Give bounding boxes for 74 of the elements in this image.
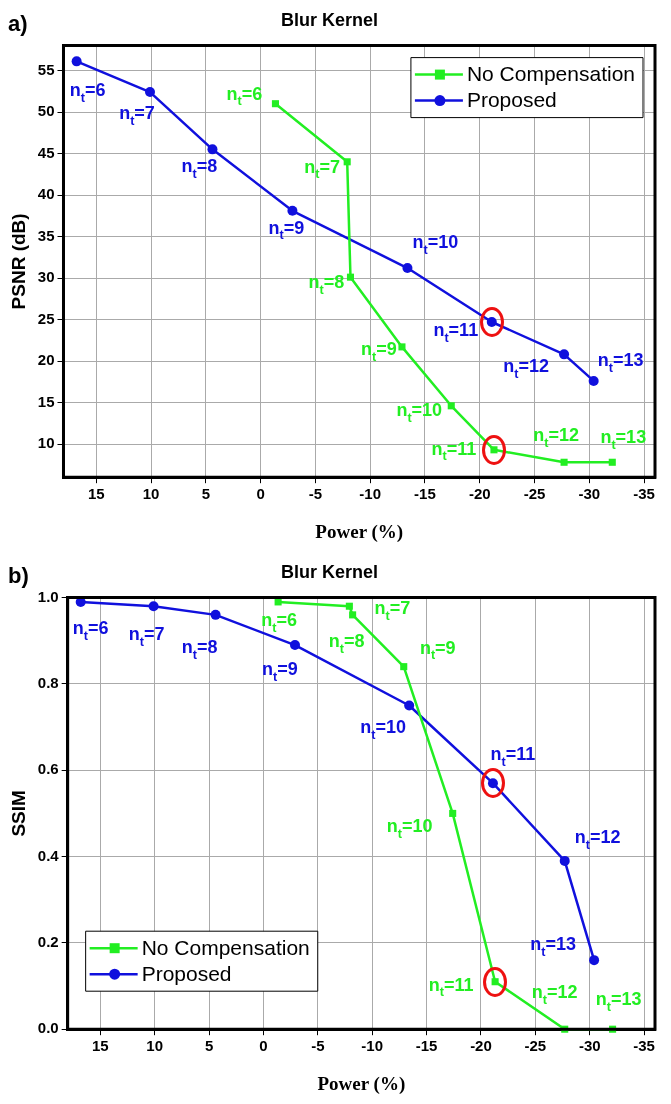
point — [560, 458, 568, 466]
y-tick-label: 0.6 — [37, 760, 59, 778]
legend-label: Proposed — [466, 88, 557, 112]
point — [289, 640, 300, 651]
point — [400, 663, 408, 671]
x-tick-label: -20 — [470, 1037, 492, 1055]
point — [343, 158, 351, 166]
x-tick-label: -10 — [359, 485, 382, 503]
point — [449, 809, 457, 817]
y-tick-label: 30 — [37, 268, 55, 286]
x-tick-label: 0 — [259, 1037, 268, 1055]
x-tick-label: -30 — [578, 485, 601, 503]
point — [349, 611, 357, 619]
x-tick-label: -20 — [468, 485, 491, 503]
x-tick-label: -10 — [361, 1037, 384, 1055]
point — [346, 273, 355, 281]
y-tick-label: 35 — [37, 226, 55, 244]
x-tick-label: -5 — [308, 485, 323, 503]
x-tick-label: 10 — [146, 1037, 164, 1055]
point — [588, 375, 599, 386]
chart-title: Blur Kernel — [280, 9, 379, 30]
y-tick-label: 55 — [37, 60, 55, 78]
point — [559, 349, 570, 360]
point — [404, 700, 415, 711]
legend-label: No Compensation — [466, 62, 635, 86]
text: a) — [8, 11, 28, 37]
point — [210, 609, 221, 620]
y-tick-label: 20 — [37, 351, 55, 369]
x-axis-title: Power (%) — [315, 520, 404, 543]
y-axis-title: PSNR (dB) — [7, 213, 29, 310]
x-axis-title: Power (%) — [317, 1072, 406, 1095]
point — [287, 205, 298, 216]
x-tick-label: -25 — [524, 1037, 547, 1055]
point — [271, 100, 279, 108]
point — [398, 343, 406, 351]
x-tick-label: 15 — [91, 1037, 109, 1055]
x-tick-label: -35 — [633, 485, 655, 503]
x-tick-label: -15 — [415, 1037, 438, 1055]
x-tick-label: -15 — [414, 485, 436, 503]
point — [345, 602, 353, 610]
y-tick-label: 0.2 — [37, 933, 59, 951]
x-tick-label: 10 — [142, 485, 160, 503]
x-tick-label: -5 — [311, 1037, 325, 1055]
x-tick-label: -25 — [523, 485, 546, 503]
legend-label: Proposed — [141, 962, 232, 985]
x-tick-label: 5 — [204, 1037, 214, 1055]
point — [608, 458, 616, 466]
y-tick-label: 0.8 — [37, 674, 59, 692]
x-tick-label: 0 — [256, 485, 265, 503]
point — [145, 87, 156, 98]
point — [148, 601, 159, 612]
x-tick-label: 15 — [88, 485, 105, 503]
y-tick-label: 0.4 — [37, 846, 60, 864]
y-tick-label: 1.0 — [37, 587, 59, 605]
legend-label: No Compensation — [141, 936, 310, 959]
y-tick-label: 25 — [37, 309, 55, 327]
y-axis-title: SSIM — [7, 790, 29, 837]
y-tick-label: 15 — [37, 392, 55, 410]
point — [207, 144, 218, 155]
y-tick-label: 40 — [37, 185, 55, 203]
point — [402, 263, 413, 274]
y-tick-label: 45 — [37, 143, 55, 161]
x-tick-label: -30 — [578, 1037, 601, 1055]
y-tick-label: 50 — [37, 102, 55, 120]
point — [447, 402, 455, 410]
point — [589, 955, 600, 966]
text: b) — [8, 563, 29, 589]
point — [71, 56, 82, 67]
chart-title: Blur Kernel — [280, 561, 379, 582]
point — [559, 855, 570, 866]
y-tick-label: 10 — [37, 434, 55, 452]
y-tick-label: 0.0 — [37, 1019, 59, 1037]
x-tick-label: -35 — [633, 1037, 655, 1055]
x-tick-label: 5 — [201, 485, 211, 503]
